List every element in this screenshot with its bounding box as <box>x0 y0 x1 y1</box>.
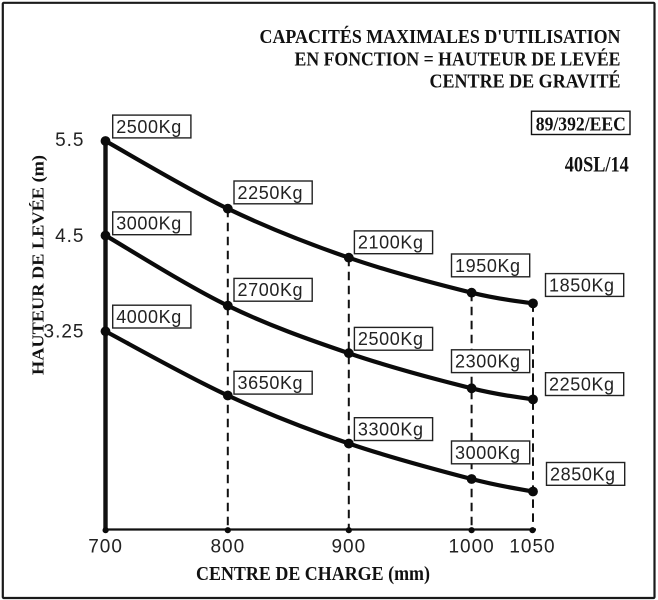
svg-text:3650Kg: 3650Kg <box>238 373 304 393</box>
svg-text:40SL/14: 40SL/14 <box>565 151 629 176</box>
svg-text:900: 900 <box>331 537 366 558</box>
svg-text:2700Kg: 2700Kg <box>238 280 304 300</box>
svg-text:2500Kg: 2500Kg <box>116 117 182 137</box>
svg-text:3300Kg: 3300Kg <box>358 420 424 440</box>
svg-text:3000Kg: 3000Kg <box>116 214 182 234</box>
svg-text:CENTRE DE GRAVITÉ: CENTRE DE GRAVITÉ <box>430 70 621 93</box>
svg-text:3.25: 3.25 <box>44 321 85 342</box>
svg-text:2100Kg: 2100Kg <box>358 233 424 253</box>
svg-text:1850Kg: 1850Kg <box>549 275 615 295</box>
svg-text:2250Kg: 2250Kg <box>238 183 304 203</box>
svg-text:5.5: 5.5 <box>55 130 84 151</box>
svg-text:3000Kg: 3000Kg <box>455 443 521 463</box>
svg-text:800: 800 <box>210 537 245 558</box>
svg-text:2300Kg: 2300Kg <box>455 352 521 372</box>
svg-text:2250Kg: 2250Kg <box>549 375 615 395</box>
svg-text:EN FONCTION = HAUTEUR DE LEVÉE: EN FONCTION = HAUTEUR DE LEVÉE <box>295 47 621 70</box>
svg-text:1050: 1050 <box>509 537 555 558</box>
svg-text:4.5: 4.5 <box>55 226 84 247</box>
svg-text:HAUTEUR DE LEVÉE (m): HAUTEUR DE LEVÉE (m) <box>29 155 48 375</box>
svg-text:CAPACITÉS MAXIMALES D'UTILISAT: CAPACITÉS MAXIMALES D'UTILISATION <box>260 25 621 48</box>
svg-text:4000Kg: 4000Kg <box>116 307 182 327</box>
svg-text:89/392/EEC: 89/392/EEC <box>536 113 626 135</box>
svg-text:2500Kg: 2500Kg <box>358 329 424 349</box>
svg-text:CENTRE DE CHARGE (mm): CENTRE DE CHARGE (mm) <box>196 563 430 585</box>
svg-text:1950Kg: 1950Kg <box>455 256 521 276</box>
svg-text:1000: 1000 <box>448 537 494 558</box>
svg-text:2850Kg: 2850Kg <box>550 464 616 484</box>
svg-text:700: 700 <box>88 537 123 558</box>
